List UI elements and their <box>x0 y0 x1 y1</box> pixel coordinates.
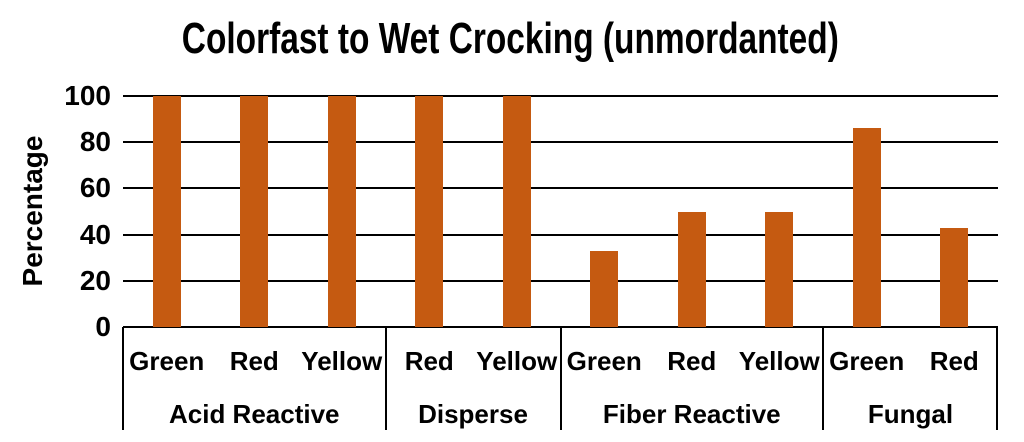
bar-label-fungal-green: Green <box>829 346 905 376</box>
bar-fungal-red <box>940 227 969 327</box>
bar-label-acid-reactive-yellow: Yellow <box>301 346 383 376</box>
bar-fiber-reactive-yellow <box>765 211 794 327</box>
y-tick-label-100: 100 <box>64 80 111 111</box>
category-axis-divider-2 <box>559 327 562 430</box>
y-tick-label-80: 80 <box>79 126 111 158</box>
gridline-60 <box>123 187 998 190</box>
y-tick-label-0: 0 <box>95 311 111 342</box>
gridline-20 <box>123 279 998 282</box>
bar-disperse-red <box>415 96 444 327</box>
bar-fungal-green <box>852 128 881 327</box>
bar-fiber-reactive-red <box>677 211 706 327</box>
bar-label-fiber-reactive-yellow: Yellow <box>738 346 820 376</box>
bar-label-fiber-reactive-green: Green <box>566 346 642 376</box>
category-axis-divider-0 <box>122 327 124 430</box>
bar-acid-reactive-red <box>240 96 269 327</box>
bar-label-acid-reactive-red: Red <box>229 346 279 376</box>
gridline-80 <box>123 141 998 144</box>
gridline-100 <box>123 95 998 97</box>
bar-acid-reactive-yellow <box>327 96 356 327</box>
bar-label-disperse-yellow: Yellow <box>476 346 558 376</box>
category-axis-divider-1 <box>384 327 387 430</box>
group-label-fungal: Fungal <box>867 399 954 429</box>
bar-label-fungal-red: Red <box>929 346 979 376</box>
bar-label-acid-reactive-green: Green <box>129 346 205 376</box>
group-label-acid-reactive: Acid Reactive <box>168 399 340 429</box>
group-label-disperse: Disperse <box>418 399 528 429</box>
bar-label-disperse-red: Red <box>404 346 454 376</box>
category-axis-divider-4 <box>996 327 998 430</box>
chart-title: Colorfast to Wet Crocking (unmordanted) <box>181 14 839 63</box>
y-tick-label-20: 20 <box>79 264 111 296</box>
group-label-fiber-reactive: Fiber Reactive <box>602 399 781 429</box>
bar-disperse-yellow <box>502 96 531 327</box>
category-axis-divider-3 <box>822 327 824 430</box>
y-tick-label-60: 60 <box>79 172 111 204</box>
bar-fiber-reactive-green <box>590 250 619 327</box>
bar-acid-reactive-green <box>152 96 181 327</box>
y-tick-label-40: 40 <box>79 218 111 250</box>
bar-label-fiber-reactive-red: Red <box>667 346 717 376</box>
gridline-40 <box>123 233 998 236</box>
